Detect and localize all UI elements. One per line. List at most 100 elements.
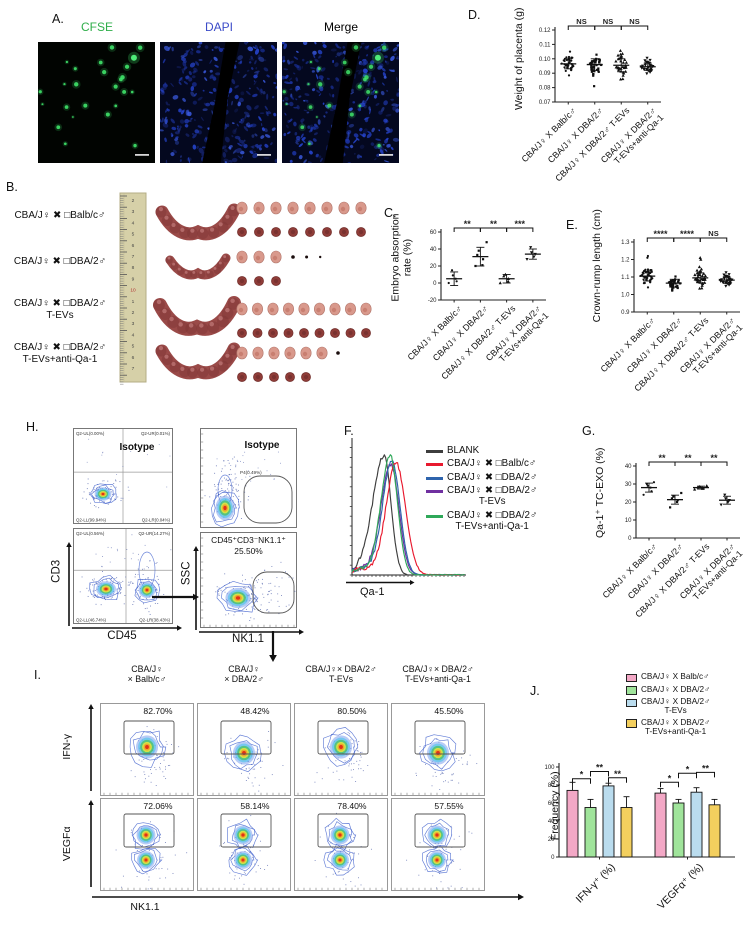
flow-plot-ifng-3: [294, 703, 388, 796]
gate-percent: 58.14%: [240, 801, 270, 811]
ruler-number: 2: [132, 198, 135, 204]
panel-label-f: F.: [344, 424, 354, 438]
y-tick-label: 0.10: [539, 57, 551, 63]
chart-qa1-tc-exo: 0 10 20 30 40 ** ** **: [625, 453, 740, 542]
significance-label: **: [464, 219, 472, 229]
legend-label: CBA/J♀ ✖ □DBA/2♂ T-EVs+anti-Qa-1: [447, 509, 538, 532]
legend-label: CBA/J♀ X Balb/c♂: [641, 672, 710, 681]
gate-outline: [317, 813, 369, 848]
significance-label: **: [658, 453, 666, 463]
legend-label: CBA/J♀ ✖ □DBA/2♂: [447, 471, 538, 483]
gate-outline: [123, 720, 175, 755]
legend-label: CBA/J♀ X DBA/2♂ T-EVs+anti-Qa-1: [641, 717, 711, 737]
flow-plot-ifng-2: [197, 703, 291, 796]
flow-plot-isotype-cd3-cd45: Q2-UL(0.00%) Q2-UR(0.01%) Q2-LL(99.94%) Q2-…: [73, 428, 173, 524]
micrograph-title-dapi: DAPI: [204, 20, 233, 34]
ruler-number: 4: [132, 220, 135, 226]
y-tick-label: -20: [428, 298, 437, 304]
legend-item: CBA/J♀ ✖ □DBA/2♂ T-EVs: [426, 485, 537, 508]
flow-plot-cd3-cd45: Q2-UL(0.56%) Q2-UR(14.27%) Q2-LL(46.74%) Q2…: [73, 528, 173, 624]
y-tick-label: 0.08: [539, 86, 551, 92]
y-tick-label: 0.11: [539, 42, 551, 48]
ruler-number: 3: [132, 209, 135, 215]
gate-percent: 78.40%: [337, 801, 367, 811]
legend-swatch: [626, 698, 637, 707]
legend-item: CBA/J♀ ✖ □DBA/2♂: [426, 471, 538, 484]
panel-label-h: H.: [26, 420, 39, 434]
quadrant-label: Q2-LR(38.43%): [139, 618, 170, 623]
panel-label-b: B.: [6, 180, 18, 194]
y-tick-label: 20: [430, 264, 437, 270]
mating-group-label-2: CBA/J♀ ✖ □DBA/2♂: [13, 256, 107, 267]
scale-bar: [135, 154, 149, 156]
y-tick-label: 0.12: [539, 28, 551, 34]
mating-group-label-3: CBA/J♀ ✖ □DBA/2♂ T-EVs: [13, 298, 107, 321]
flow-plot-vegfa-1: [100, 798, 194, 891]
significance-label: **: [596, 763, 604, 773]
y-tick-label: 1.3: [621, 240, 630, 246]
ruler-number: 3: [132, 321, 135, 327]
flow-plot-vegfa-4: [391, 798, 485, 891]
resorbed-embryo: [319, 255, 322, 259]
significance-label: NS: [603, 17, 613, 26]
flow-plot-nk11-gate: [200, 532, 297, 628]
panel-label-d: D.: [468, 8, 481, 22]
legend-swatch: [626, 686, 637, 695]
axis-label-qa1: Qa-1: [360, 586, 385, 598]
flow-plot-ifng-4: [391, 703, 485, 796]
chart-placenta-weight: 0.07 0.08 0.09 0.10 0.11 0.12 NS NS NS: [539, 17, 661, 106]
y-tick-label: 0: [628, 536, 632, 542]
gate-outline: [317, 720, 369, 755]
legend-swatch: [426, 463, 443, 467]
micrograph-merge: [282, 42, 399, 163]
i-col-header-4: CBA/J♀× DBA/2♂ T-EVs+anti-Qa-1: [402, 664, 474, 685]
bar-chart-legend: CBA/J♀ X Balb/c♂ CBA/J♀ X DBA/2♂ CBA/J♀ X …: [626, 672, 710, 739]
legend-item: CBA/J♀ X Balb/c♂: [626, 672, 710, 682]
ruler-number: 8: [132, 265, 135, 271]
quadrant-label: Q2-UL(0.00%): [76, 431, 105, 436]
legend-label: CBA/J♀ ✖ □Balb/c♂: [447, 458, 537, 470]
y-tick-label: 80: [548, 783, 555, 789]
axis-label-cd45: CD45: [107, 630, 137, 642]
gate-outline: [220, 720, 272, 755]
y-tick-label: 0: [433, 281, 437, 287]
significance-label: **: [684, 453, 692, 463]
y-tick-label: 40: [548, 819, 555, 825]
histogram-legend: BLANK CBA/J♀ ✖ □Balb/c♂ CBA/J♀ ✖ □DBA/2♂ CB…: [426, 445, 538, 535]
bar: [602, 785, 615, 858]
uteri-photo: 2 3 4 5 6 7 8 9 10 1 2 3 4 5 6 7: [119, 192, 372, 385]
significance-label: **: [702, 763, 710, 773]
legend-swatch: [626, 719, 637, 728]
panel-label-g: G.: [582, 424, 596, 438]
flow-plot-vegfa-2: [197, 798, 291, 891]
ruler-number: 6: [132, 355, 135, 361]
micrograph-dapi: [160, 42, 277, 163]
gate-percent: 72.06%: [143, 801, 173, 811]
i-col-header-2: CBA/J♀ × DBA/2♂: [224, 664, 264, 685]
gate-percent: 80.50%: [337, 706, 367, 716]
chart-crown-rump: 0.9 1.0 1.1 1.2 1.3 **** **** NS: [621, 229, 740, 316]
significance-label: **: [710, 453, 718, 463]
quadrant-label: Q2-UR(0.01%): [141, 431, 171, 436]
legend-label: CBA/J♀ X DBA/2♂: [641, 684, 711, 694]
panel-label-j: J.: [530, 684, 540, 698]
significance-label: ****: [653, 229, 668, 239]
y-tick-label: 0: [551, 855, 555, 861]
chart-qa1-histogram: [346, 438, 466, 585]
ruler-number: 9: [132, 276, 135, 282]
legend-swatch: [626, 673, 637, 682]
quadrant-label: Q2-UR(14.27%): [139, 531, 171, 536]
gate-percent: 82.70%: [143, 706, 173, 716]
scale-bar: [379, 154, 393, 156]
isotype-label-cd3: Isotype: [119, 442, 155, 453]
legend-swatch: [426, 514, 443, 518]
panel-label-c: C.: [384, 206, 397, 220]
ruler-number: 7: [132, 254, 135, 260]
legend-label: CBA/J♀ X DBA/2♂ T-EVs: [641, 697, 711, 716]
resorbed-embryo: [336, 351, 340, 355]
y-tick-label: 30: [625, 482, 632, 488]
mating-group-label-4: CBA/J♀ ✖ □DBA/2♂ T-EVs+anti-Qa-1: [13, 342, 107, 365]
significance-label: NS: [708, 229, 718, 238]
legend-label: BLANK: [447, 445, 480, 456]
